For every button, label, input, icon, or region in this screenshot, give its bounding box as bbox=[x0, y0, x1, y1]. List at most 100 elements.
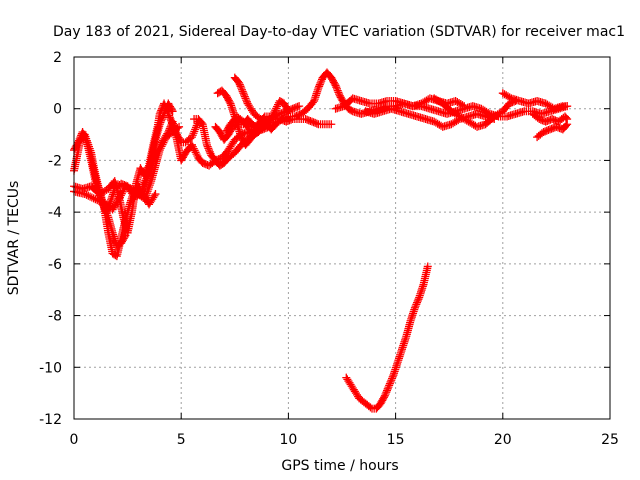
data-point-segment bbox=[380, 383, 393, 400]
data-point-segment bbox=[258, 120, 269, 129]
data-point-segment bbox=[498, 101, 512, 116]
data-point-segment bbox=[252, 118, 264, 131]
data-point-segment bbox=[230, 142, 244, 157]
data-point-segment bbox=[447, 107, 463, 120]
y-tick-label: 0 bbox=[53, 102, 62, 118]
data-point-segment bbox=[112, 240, 124, 250]
data-point-segment bbox=[232, 112, 246, 125]
data-point-segment bbox=[215, 159, 227, 170]
data-point-segment bbox=[155, 111, 168, 129]
data-point-segment bbox=[145, 191, 159, 209]
data-point-segment bbox=[455, 112, 471, 125]
plot-frame bbox=[73, 56, 611, 420]
data-point-segment bbox=[222, 91, 234, 106]
data-point-segment bbox=[217, 147, 232, 162]
y-tick-label: -10 bbox=[39, 360, 62, 376]
data-point-segment bbox=[314, 75, 326, 93]
data-point-segment bbox=[348, 383, 363, 401]
data-point bbox=[563, 115, 572, 124]
x-axis-label: GPS time / hours bbox=[281, 458, 398, 474]
data-point-segment bbox=[368, 404, 379, 413]
data-point bbox=[121, 231, 130, 240]
data-point-segment bbox=[498, 89, 514, 102]
data-point-segment bbox=[297, 106, 311, 118]
data-point-segment bbox=[335, 91, 348, 106]
data-point-segment bbox=[490, 108, 506, 121]
y-axis-label: SDTVAR / TECUs bbox=[6, 181, 22, 296]
data-point-segment bbox=[361, 399, 375, 412]
data-point-segment bbox=[355, 394, 368, 407]
data-series-arc-19 bbox=[528, 109, 572, 126]
data-point-segment bbox=[104, 228, 117, 256]
y-tick-label: -4 bbox=[48, 205, 62, 221]
data-point-segment bbox=[123, 182, 137, 199]
data-point-segment bbox=[123, 210, 136, 237]
data-series-arc-18 bbox=[533, 120, 572, 142]
data-point-segment bbox=[558, 121, 571, 134]
chart-title: Day 183 of 2021, Sidereal Day-to-day VTE… bbox=[53, 24, 625, 40]
data-point bbox=[168, 107, 177, 116]
data-point-segment bbox=[372, 400, 384, 413]
data-point-segment bbox=[220, 131, 232, 144]
data-series-arc-16 bbox=[430, 94, 520, 131]
y-tick-label: 2 bbox=[53, 50, 62, 66]
data-point-segment bbox=[239, 117, 253, 132]
data-point-segment bbox=[320, 120, 334, 129]
data-point-segment bbox=[245, 131, 258, 144]
data-point-segment bbox=[344, 104, 356, 115]
data-point-segment bbox=[80, 190, 98, 203]
y-tick-label: -8 bbox=[48, 309, 62, 325]
data-point-segment bbox=[181, 134, 195, 147]
y-tick-label: -6 bbox=[48, 257, 62, 273]
data-point-segment bbox=[271, 116, 285, 129]
data-point-segment bbox=[284, 112, 297, 121]
y-tick-label: -12 bbox=[39, 412, 62, 428]
data-point-segment bbox=[410, 295, 423, 312]
tick-labels: 0 5 10 15 20 25 -12 -10 -8 -6 -4 -2 0 2 bbox=[39, 50, 619, 448]
data-point-segment bbox=[376, 393, 389, 408]
x-tick-label: 5 bbox=[177, 432, 186, 448]
data-point-segment bbox=[385, 372, 397, 390]
data-point-segment bbox=[151, 140, 165, 160]
data-point bbox=[151, 190, 160, 199]
data-point-segment bbox=[314, 120, 327, 129]
data-point-segment bbox=[322, 68, 335, 81]
data-point-segment bbox=[224, 149, 238, 162]
data-series-arc-20 bbox=[342, 262, 432, 413]
data-point-segment bbox=[243, 115, 255, 127]
data-point-segment bbox=[558, 102, 569, 111]
data-point-segment bbox=[340, 95, 356, 111]
data-point bbox=[563, 102, 572, 111]
data-point-segment bbox=[528, 109, 542, 122]
data-point-segment bbox=[222, 121, 234, 136]
y-tick-label: -2 bbox=[48, 153, 62, 169]
data-point-segment bbox=[327, 73, 339, 88]
data-point-segment bbox=[241, 137, 253, 149]
data-point-segment bbox=[239, 89, 251, 106]
data-point-segment bbox=[217, 86, 230, 99]
data-point-segment bbox=[157, 129, 172, 147]
data-point-segment bbox=[303, 98, 317, 113]
data-point-segment bbox=[560, 112, 571, 122]
data-point-segment bbox=[230, 73, 243, 86]
data-point-segment bbox=[211, 122, 223, 135]
data-point-segment bbox=[430, 94, 446, 107]
data-point-segment bbox=[477, 104, 493, 117]
data-point-segment bbox=[275, 96, 287, 107]
data-point-segment bbox=[438, 99, 454, 115]
data-series-arc-11 bbox=[230, 73, 304, 126]
data-point-segment bbox=[102, 199, 114, 217]
data-point-segment bbox=[140, 179, 155, 204]
data-markers bbox=[70, 68, 572, 413]
data-point-segment bbox=[187, 119, 202, 142]
data-point bbox=[295, 102, 304, 111]
data-point-segment bbox=[198, 120, 211, 147]
data-point-segment bbox=[190, 115, 201, 124]
data-point-segment bbox=[78, 127, 91, 145]
data-point-segment bbox=[451, 96, 467, 110]
data-point-segment bbox=[147, 137, 160, 165]
data-point-segment bbox=[224, 137, 238, 155]
data-point-segment bbox=[145, 153, 159, 178]
